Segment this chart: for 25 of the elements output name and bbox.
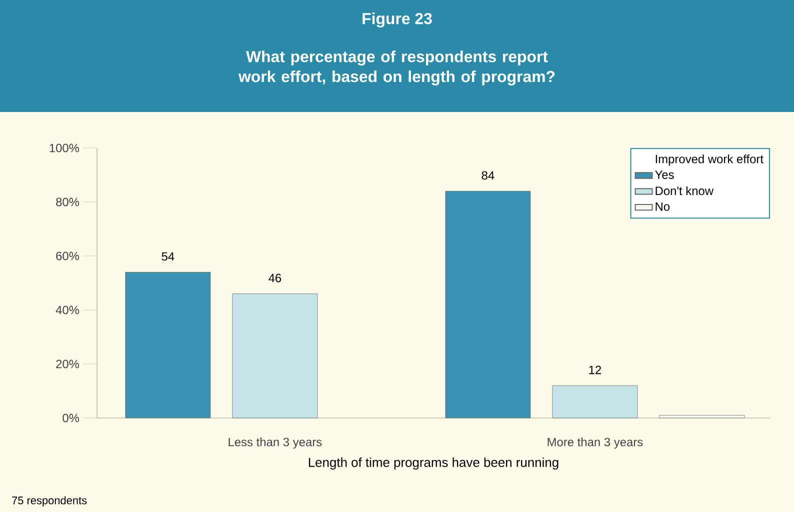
y-tick-label: 20% — [56, 360, 80, 368]
x-tick-label: Less than 3 years — [228, 438, 322, 449]
bar — [232, 294, 318, 418]
legend-label: Yes — [655, 170, 674, 179]
x-tick-label: More than 3 years — [548, 438, 643, 449]
y-tick-label: 100% — [50, 144, 80, 152]
y-tick-label: 60% — [56, 252, 80, 260]
bar — [659, 415, 745, 418]
legend-label: No — [656, 202, 670, 211]
chart-title: Figure 23 — [362, 12, 432, 28]
data-label: 46 — [268, 274, 282, 282]
y-tick-label: 0% — [62, 414, 80, 422]
chart-subtitle: What percentage of respondents report work effort, based on length of program? — [238, 50, 555, 86]
text: 75 respondents — [12, 496, 87, 506]
legend-title: Improved work effort — [656, 154, 764, 166]
bar — [552, 385, 638, 418]
x-axis-title: Length of time programs have been running — [308, 457, 558, 470]
y-tick-label: 80% — [56, 198, 80, 206]
bar — [445, 190, 531, 418]
data-label: 54 — [162, 252, 174, 261]
legend-label: Don't know — [656, 186, 714, 196]
bar — [125, 272, 211, 418]
y-tick-label: 40% — [56, 306, 80, 314]
data-label: 12 — [589, 366, 602, 374]
data-label: 84 — [482, 171, 494, 180]
